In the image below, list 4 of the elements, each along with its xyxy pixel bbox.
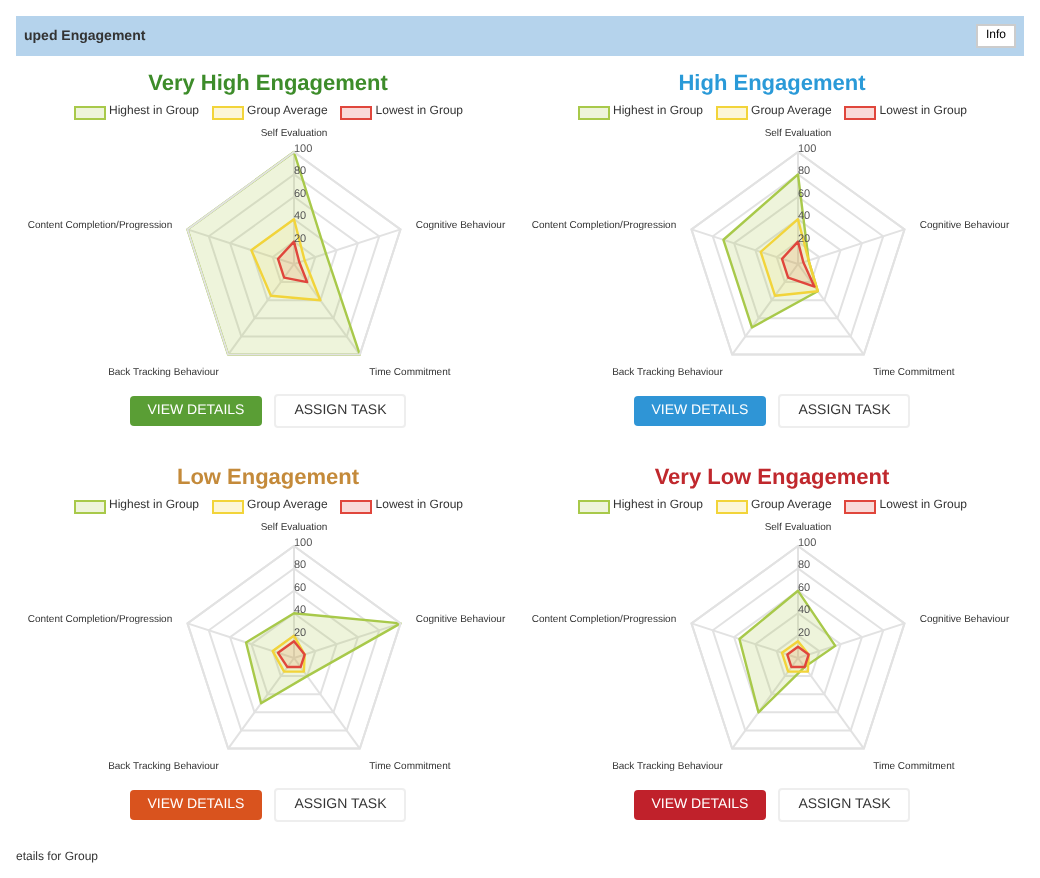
chart-title: Very Low Engagement <box>652 464 892 494</box>
chart-title: High Engagement <box>676 70 868 100</box>
chart-title: Very High Engagement <box>146 70 390 100</box>
chart-title: Low Engagement <box>174 464 362 494</box>
